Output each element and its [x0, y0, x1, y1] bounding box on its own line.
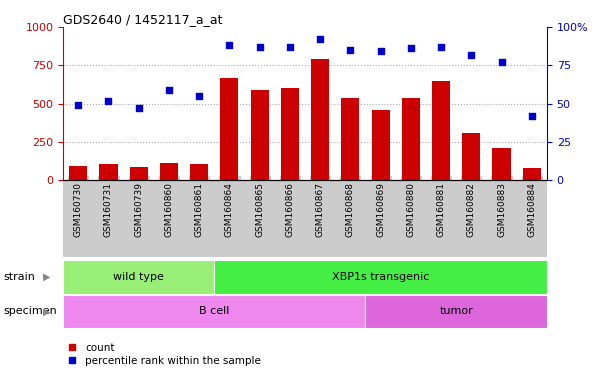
Point [466, 51, 476, 58]
Bar [341, 98, 359, 180]
Text: wild type: wild type [113, 272, 164, 282]
Point [73, 102, 83, 108]
Point [497, 59, 507, 65]
Bar [311, 59, 329, 180]
Point [225, 42, 234, 48]
Text: GDS2640 / 1452117_a_at: GDS2640 / 1452117_a_at [63, 13, 222, 26]
Legend: count, percentile rank within the sample: count, percentile rank within the sample [69, 343, 261, 366]
Bar [251, 90, 269, 180]
Point [194, 93, 204, 99]
Point [376, 48, 385, 55]
Bar [432, 81, 450, 180]
Text: ▶: ▶ [43, 306, 50, 316]
Point [255, 44, 264, 50]
Bar [221, 78, 239, 180]
Bar [281, 88, 299, 180]
Bar [130, 167, 148, 180]
Text: specimen: specimen [3, 306, 56, 316]
Point [436, 44, 446, 50]
Bar [63, 295, 365, 328]
Point [406, 45, 416, 51]
Bar [371, 110, 389, 180]
Bar [492, 148, 511, 180]
Bar [523, 168, 541, 180]
Bar [401, 98, 420, 180]
Point [164, 87, 174, 93]
Point [134, 105, 144, 111]
Text: ▶: ▶ [43, 272, 50, 282]
Text: tumor: tumor [439, 306, 473, 316]
Bar [190, 164, 209, 180]
Point [316, 36, 325, 42]
Bar [160, 163, 178, 180]
Text: XBP1s transgenic: XBP1s transgenic [332, 272, 429, 282]
Bar [462, 133, 480, 180]
Point [527, 113, 537, 119]
Bar [365, 295, 547, 328]
Point [346, 47, 355, 53]
Text: strain: strain [3, 272, 35, 282]
Bar [63, 260, 215, 294]
Text: B cell: B cell [199, 306, 230, 316]
Point [103, 98, 113, 104]
Bar [69, 166, 87, 180]
Point [285, 44, 294, 50]
Bar [99, 164, 118, 180]
Bar [215, 260, 547, 294]
